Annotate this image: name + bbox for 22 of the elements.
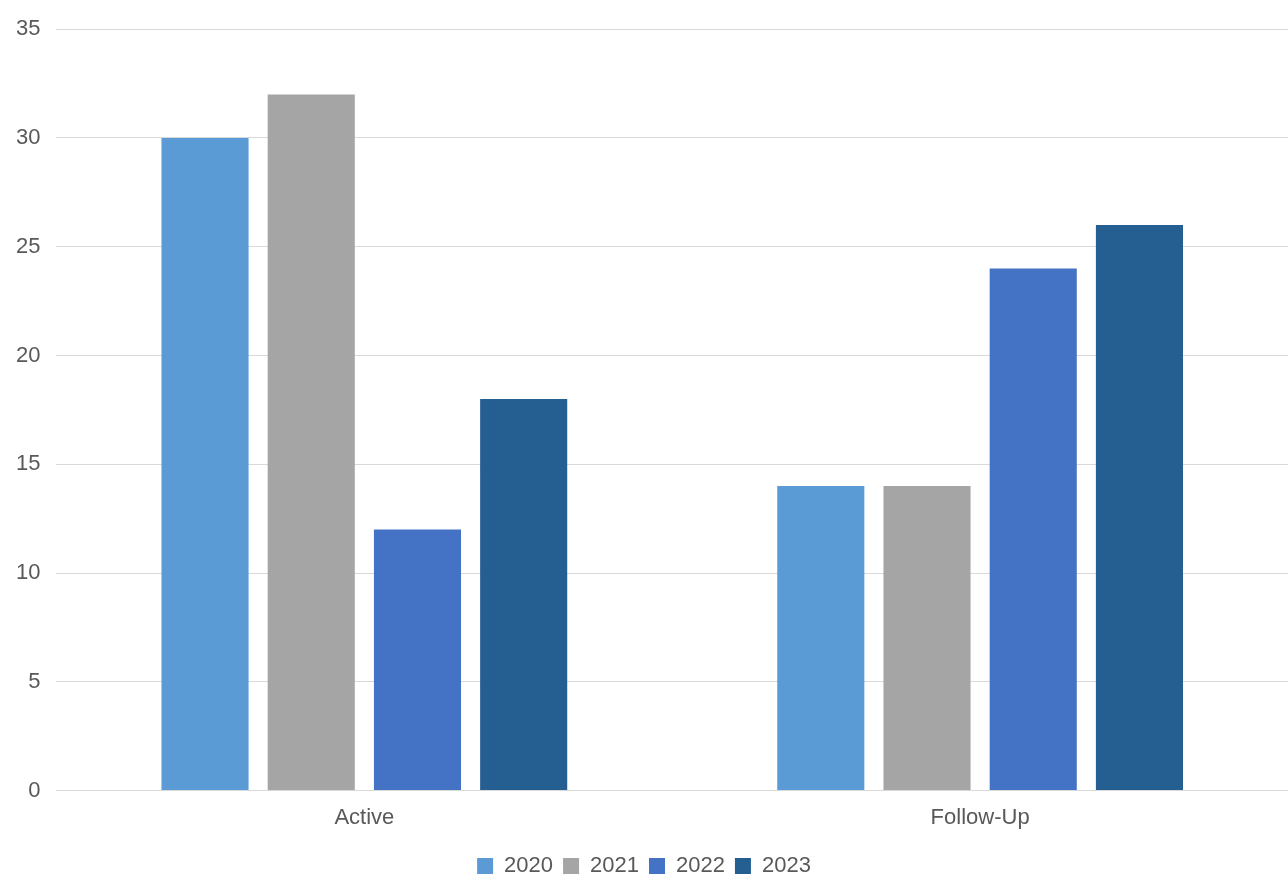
y-tick-label: 15 — [15, 450, 41, 476]
legend-label: 2021 — [590, 852, 640, 878]
bar — [777, 486, 865, 791]
y-tick-label: 10 — [15, 559, 41, 585]
y-tick-label: 35 — [15, 15, 41, 41]
bar — [267, 94, 355, 791]
y-tick-label: 30 — [15, 124, 41, 150]
x-tick-label: Follow-Up — [930, 803, 1030, 829]
bar — [989, 268, 1077, 791]
bar — [161, 137, 249, 791]
y-tick-label: 25 — [15, 232, 41, 258]
bar — [1095, 224, 1183, 791]
y-tick-label: 5 — [28, 667, 41, 693]
legend-label: 2023 — [761, 852, 811, 878]
bar — [373, 529, 462, 791]
x-tick-label: Active — [334, 803, 395, 829]
bar — [883, 486, 971, 791]
bar — [480, 399, 568, 791]
legend-label: 2020 — [504, 852, 554, 878]
y-tick-label: 0 — [28, 776, 41, 802]
y-tick-label: 20 — [15, 341, 41, 367]
legend-label: 2022 — [676, 852, 725, 878]
